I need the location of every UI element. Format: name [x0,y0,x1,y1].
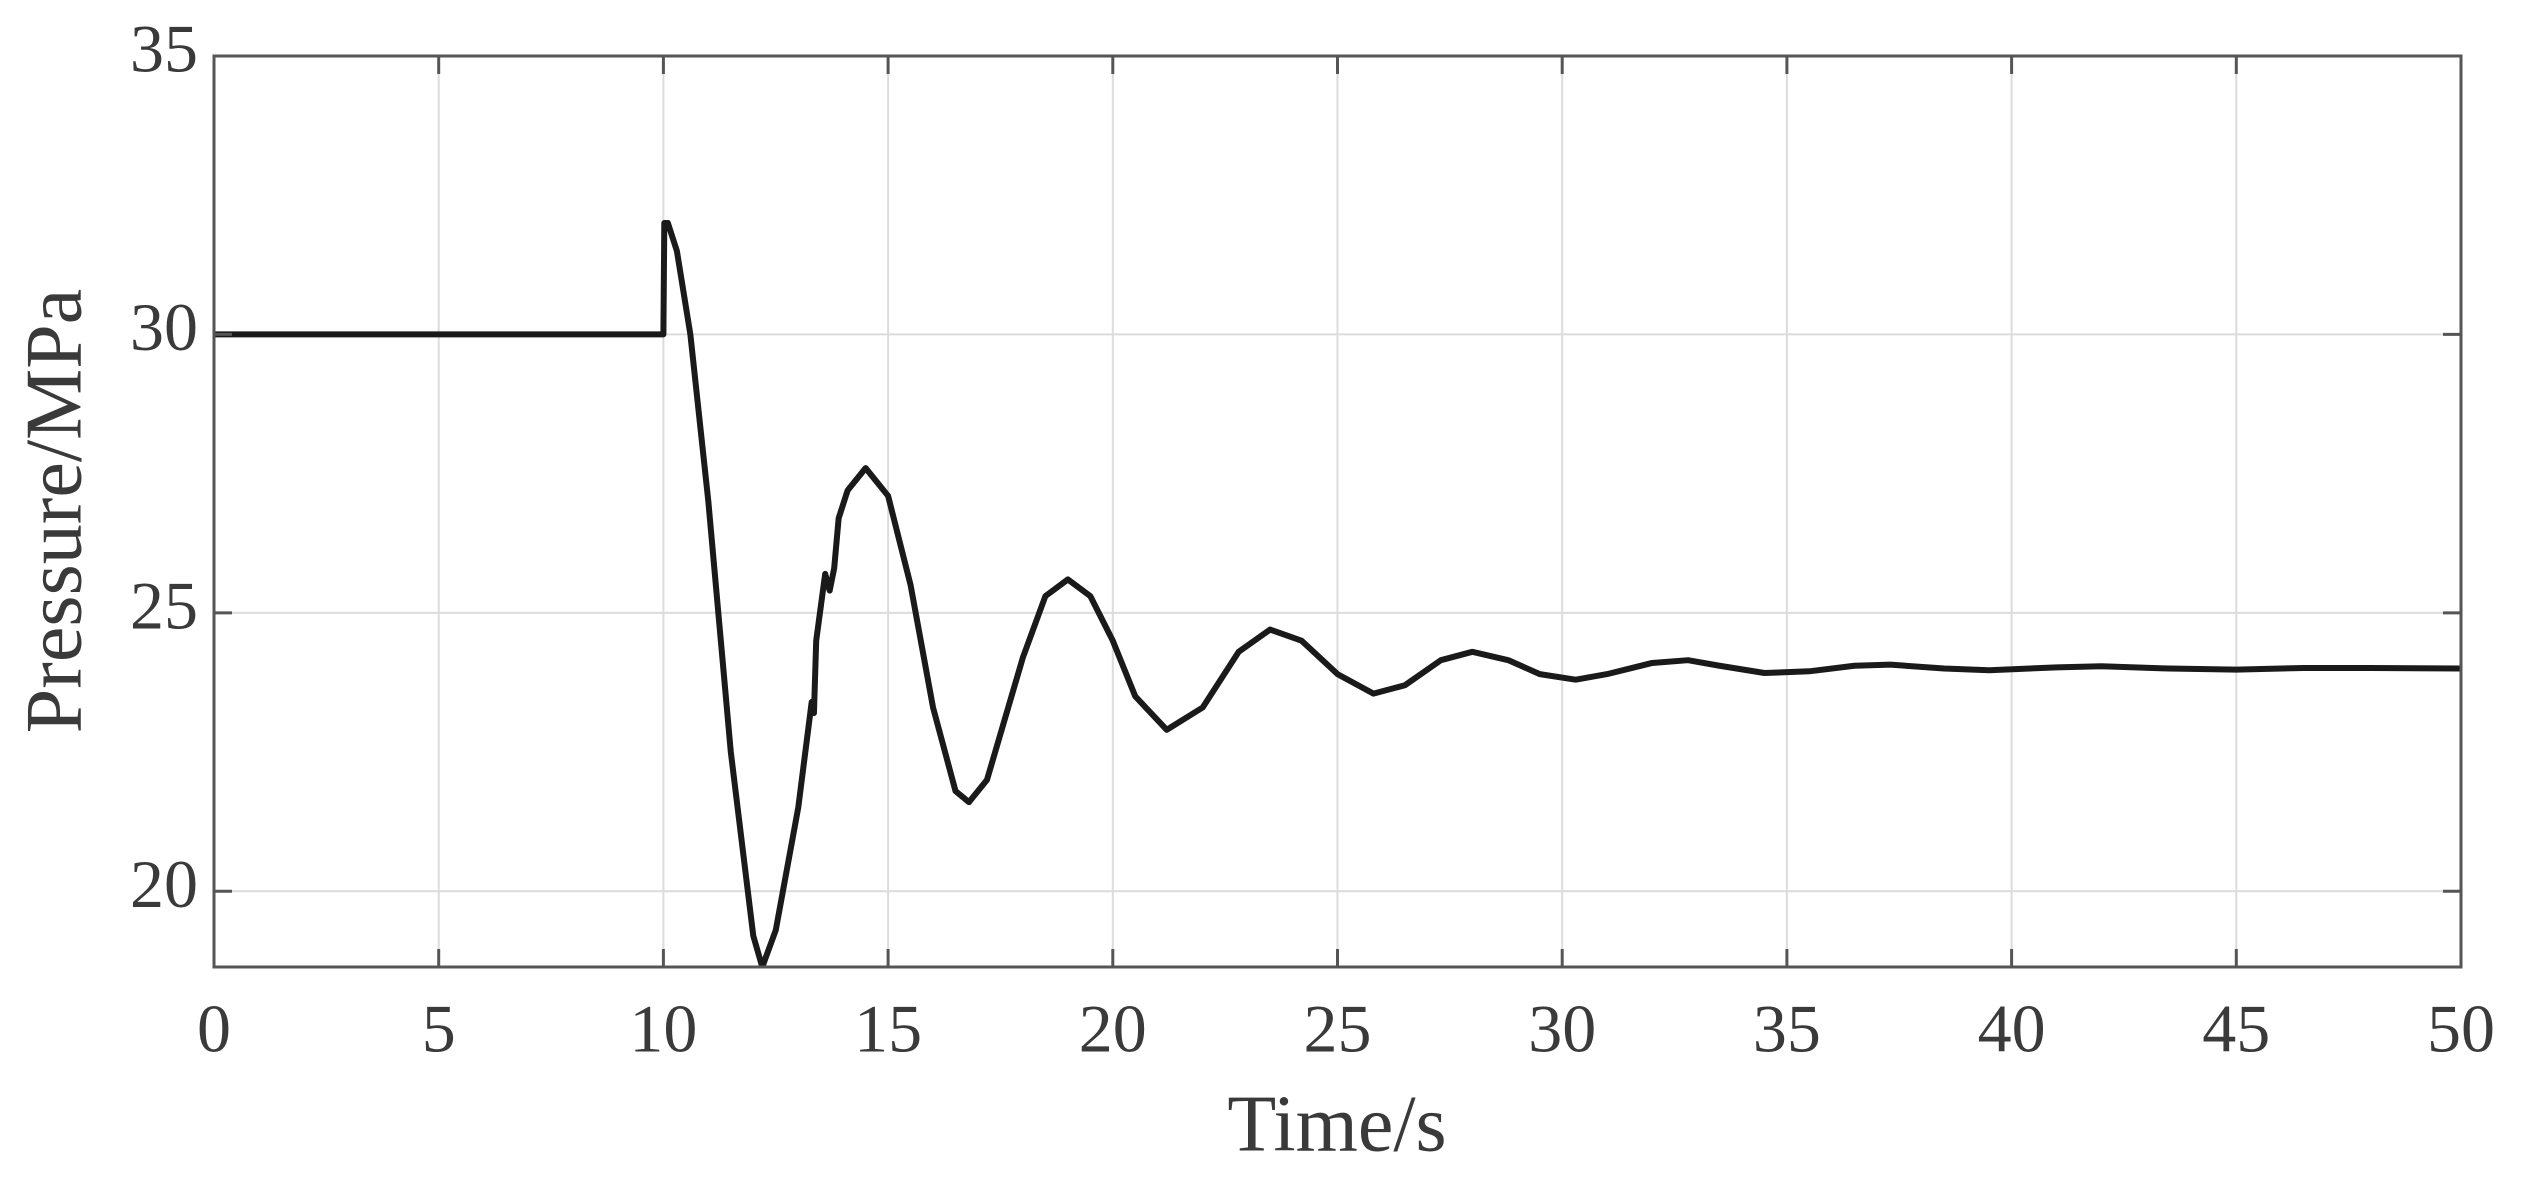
x-tick-label: 20 [1079,991,1147,1067]
x-tick-label: 30 [1528,991,1596,1067]
x-tick-label: 15 [854,991,922,1067]
x-tick-label: 5 [422,991,456,1067]
x-axis-label: Time/s [1227,1080,1446,1168]
x-tick-label: 40 [1978,991,2046,1067]
y-axis-label: Pressure/MPa [10,289,98,733]
y-tick-label: 25 [130,567,198,643]
y-tick-label: 20 [130,846,198,922]
y-tick-label: 30 [130,289,198,365]
data-line [214,220,2461,967]
x-tick-label: 45 [2202,991,2270,1067]
x-tick-label: 50 [2427,991,2495,1067]
x-tick-label: 10 [629,991,697,1067]
y-tick-label: 35 [130,11,198,87]
x-tick-label: 35 [1753,991,1821,1067]
x-tick-label: 0 [197,991,231,1067]
x-tick-label: 25 [1304,991,1372,1067]
